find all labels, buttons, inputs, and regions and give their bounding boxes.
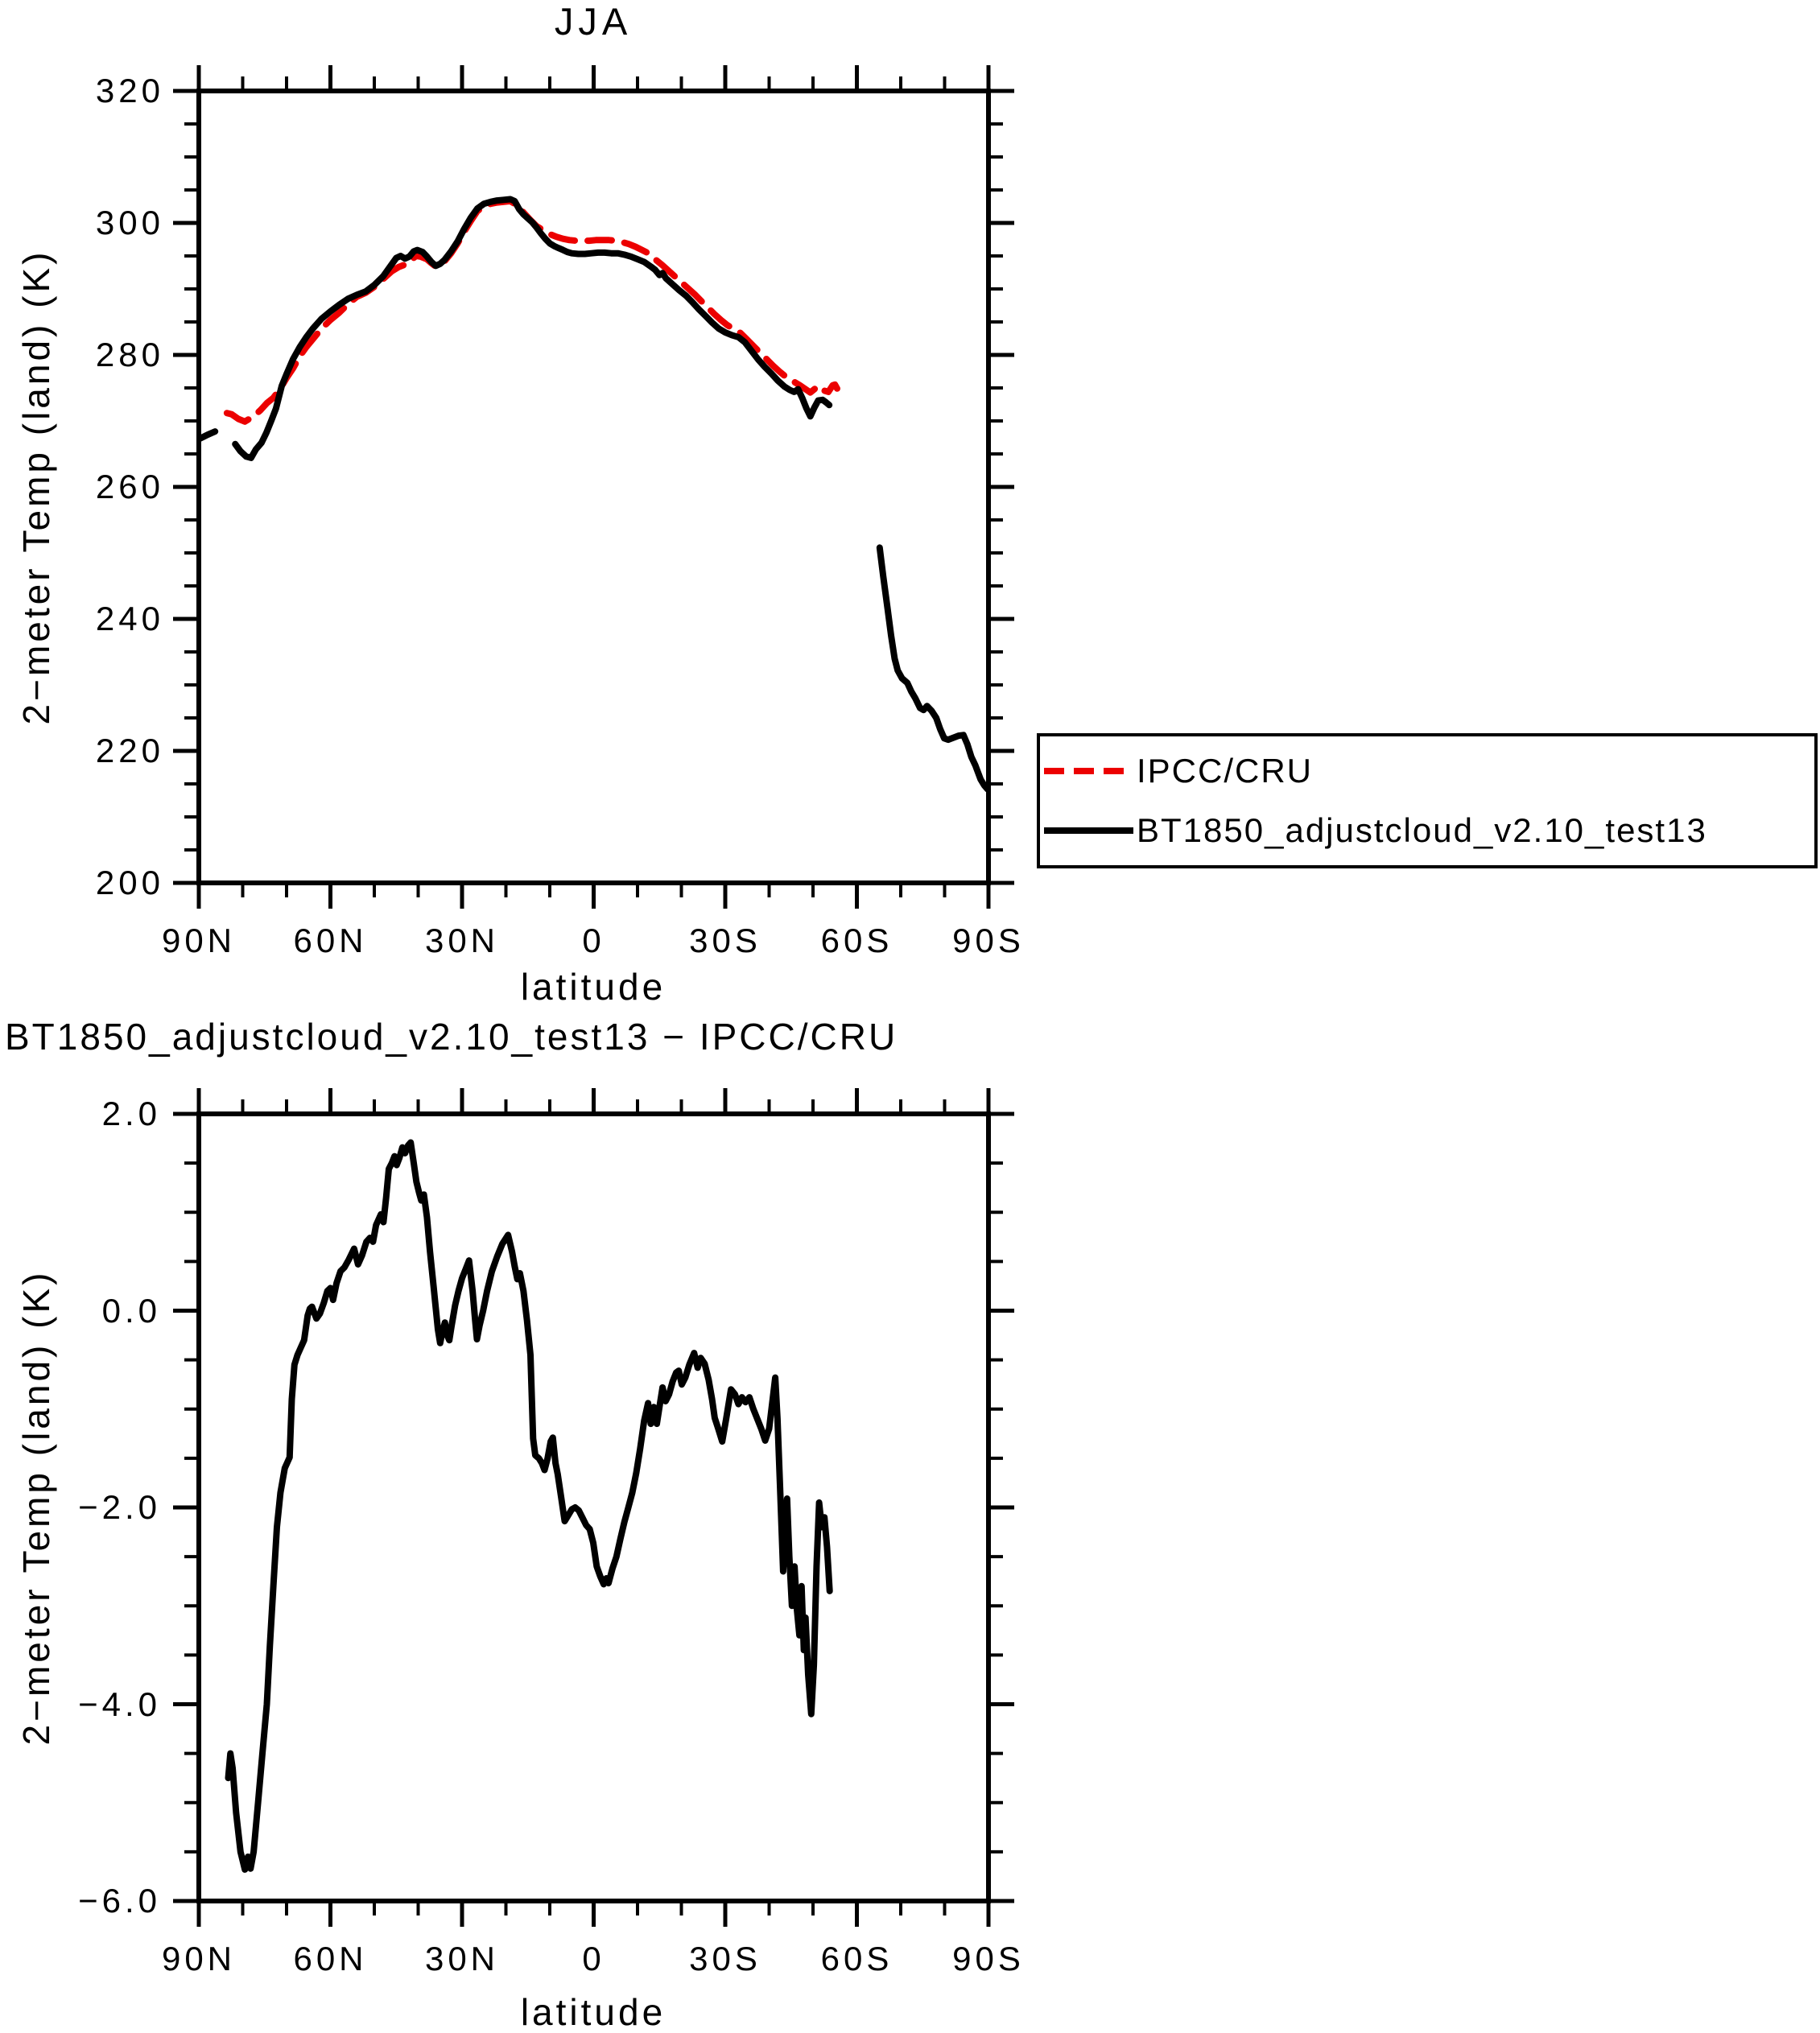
- top-y-tick-label: 200: [95, 863, 164, 901]
- top-y-tick-label: 240: [95, 599, 164, 637]
- top-series-bt1850-adjustcloud-v2-10-test13-seg1: [232, 196, 833, 461]
- top-x-tick-label: 0: [582, 922, 605, 959]
- bottom-y-tick-label: 2.0: [101, 1094, 161, 1132]
- bottom-minor-ticks: [184, 1099, 1003, 1915]
- top-y-tick-label: 260: [95, 467, 164, 505]
- top-x-tick-label: 30N: [424, 922, 500, 959]
- top-x-axis-label: latitude: [520, 966, 667, 1008]
- bottom-x-tick-label: 60S: [820, 1940, 893, 1977]
- bottom-panel-axes: [196, 1111, 991, 1903]
- top-x-tick-label: 30S: [689, 922, 761, 959]
- top-series-bt1850-adjustcloud-v2-10-test13-seg2: [876, 544, 991, 793]
- bottom-x-tick-label: 0: [582, 1940, 605, 1977]
- bottom-y-tick-label: −6.0: [78, 1881, 161, 1920]
- bottom-x-axis-label: latitude: [520, 1991, 667, 2033]
- legend-label-bt1850: BT1850_adjustcloud_v2.10_test13: [1137, 810, 1707, 849]
- bottom-x-tick-label: 90N: [161, 1940, 237, 1977]
- legend-box: [1037, 733, 1818, 868]
- bottom-y-tick-label: −2.0: [78, 1487, 161, 1526]
- top-minor-ticks: [184, 76, 1003, 897]
- top-series-bt1850-adjustcloud-v2-10-test13-seg0: [196, 428, 219, 443]
- top-y-tick-label: 300: [95, 203, 164, 241]
- top-panel-title: JJA: [554, 0, 633, 43]
- bottom-x-tick-label: 30N: [424, 1940, 500, 1977]
- bottom-panel-title: BT1850_adjustcloud_v2.10_test13 − IPCC/C…: [5, 1016, 898, 1058]
- top-panel-axes: [196, 89, 991, 885]
- bottom-y-tick-label: −4.0: [78, 1685, 161, 1723]
- bottom-y-axis-label: 2−meter Temp (land) (K): [14, 1269, 57, 1746]
- top-major-ticks: [173, 65, 1014, 909]
- top-x-tick-label: 90N: [161, 922, 237, 959]
- top-x-tick-label: 60S: [820, 922, 893, 959]
- legend-label-ipcc-cru: IPCC/CRU: [1137, 751, 1314, 790]
- bottom-x-tick-label: 60N: [293, 1940, 368, 1977]
- bottom-y-tick-label: 0.0: [101, 1291, 161, 1330]
- bottom-series-bt1850-adjustcloud-v2-10-test13-ipcc-cru: [225, 1139, 833, 1873]
- top-y-tick-label: 280: [95, 335, 164, 373]
- bottom-major-ticks: [173, 1088, 1014, 1927]
- top-y-tick-label: 320: [95, 71, 164, 109]
- top-x-tick-label: 60N: [293, 922, 368, 959]
- top-x-tick-label: 90S: [952, 922, 1025, 959]
- top-y-tick-label: 220: [95, 731, 164, 769]
- bottom-x-tick-label: 30S: [689, 1940, 761, 1977]
- top-y-axis-label: 2−meter Temp (land) (K): [14, 249, 57, 725]
- top-series-ipcc-cru: [223, 197, 840, 425]
- bottom-x-tick-label: 90S: [952, 1940, 1025, 1977]
